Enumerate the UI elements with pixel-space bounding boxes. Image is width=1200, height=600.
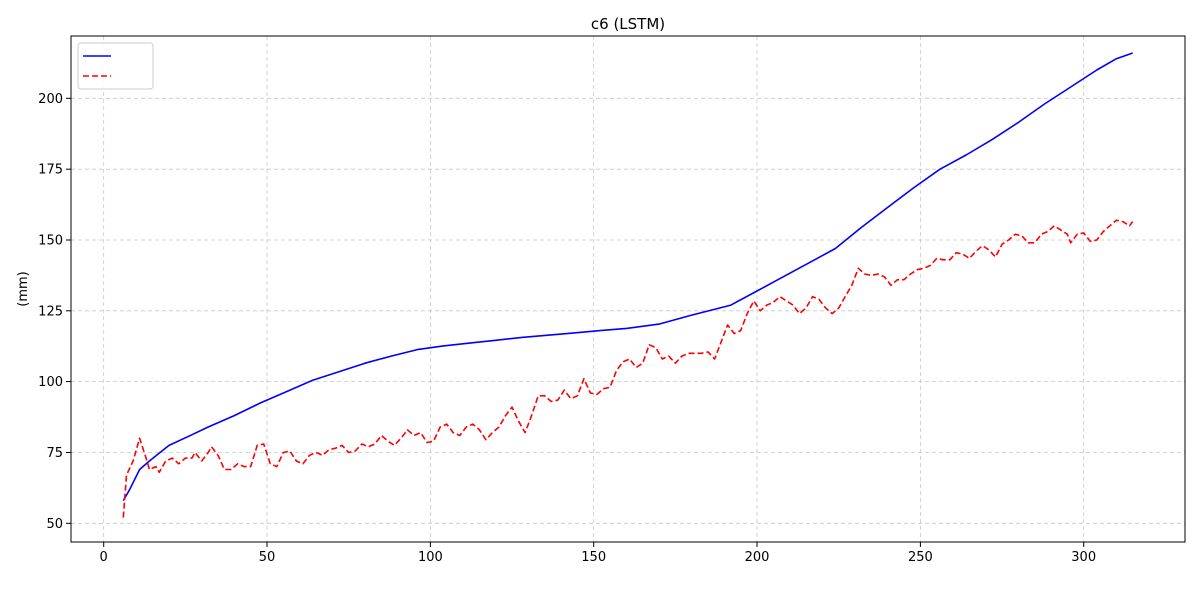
x-tick-label-300: 300 [1071,550,1096,565]
x-tick-label-200: 200 [745,550,770,565]
legend [77,42,154,90]
x-tick-label-100: 100 [418,550,443,565]
y-tick-label-150: 150 [38,234,63,249]
y-axis-label-suffix: (mm) [16,271,31,306]
chart-title: c6 (LSTM) [591,15,665,33]
y-tick-label-175: 175 [38,163,63,178]
grid [71,36,1185,542]
x-tick-label-150: 150 [581,550,606,565]
chart-title-suffix: (LSTM) [613,15,665,33]
axes-frame [70,35,1186,543]
chart-title-prefix: c6 [591,15,609,33]
y-tick-label-100: 100 [38,375,63,390]
y-tick-label-200: 200 [38,92,63,107]
x-tick-label-250: 250 [908,550,933,565]
y-tick-label-125: 125 [38,304,63,319]
y-tick-label-50: 50 [46,517,63,532]
y-axis-label: (mm) [16,271,31,306]
plot-area [71,36,1185,542]
legend-box [77,42,154,90]
series-layer [122,52,1134,518]
x-axis-ticks: 0 50 100 150 200 250 300 [100,542,1096,565]
x-tick-label-0: 0 [100,550,108,565]
y-axis-ticks: 50 75 100 125 150 175 200 [38,92,71,532]
series-line-1 [122,52,1133,501]
series-line-2 [122,219,1134,518]
y-tick-label-75: 75 [46,446,63,461]
x-tick-label-50: 50 [259,550,276,565]
